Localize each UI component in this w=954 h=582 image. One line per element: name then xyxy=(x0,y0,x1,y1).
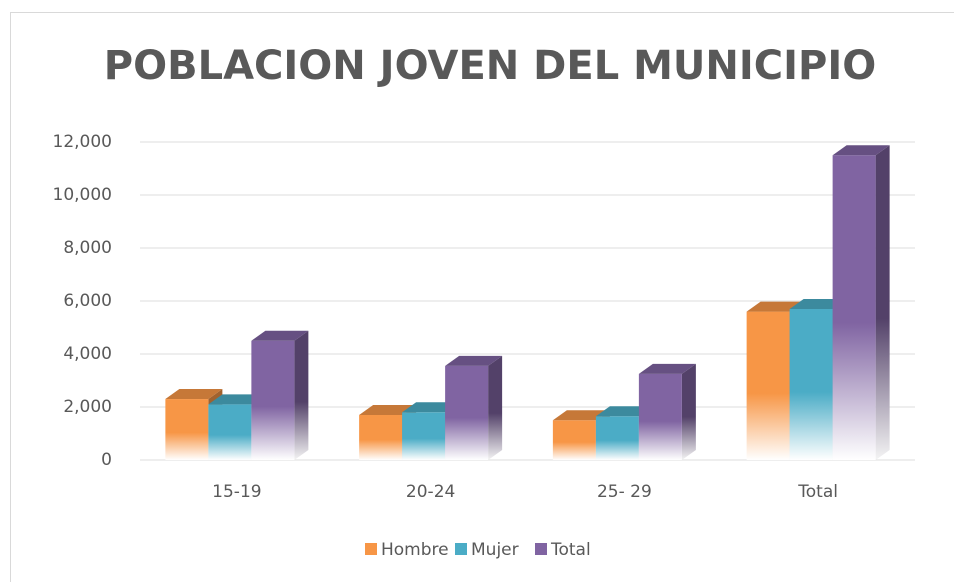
legend-swatch xyxy=(535,543,547,555)
bar-top xyxy=(746,301,804,312)
x-tick-label: 15-19 xyxy=(212,482,261,502)
legend-label: Total xyxy=(550,540,591,560)
bar xyxy=(359,414,403,460)
bar xyxy=(208,404,252,460)
chart-title: POBLACION JOVEN DEL MUNICIPIO xyxy=(104,43,876,89)
bar xyxy=(638,373,682,460)
bar xyxy=(595,416,639,460)
bar-top xyxy=(208,394,266,405)
bar xyxy=(789,308,833,460)
bar-side xyxy=(294,330,309,460)
bar-top xyxy=(789,298,847,309)
bar xyxy=(552,420,596,460)
y-tick-label: 10,000 xyxy=(53,185,112,205)
bar xyxy=(402,412,446,460)
bar xyxy=(251,340,295,460)
bar-top xyxy=(445,355,503,366)
bar-top xyxy=(638,363,696,374)
bar-side xyxy=(488,355,503,460)
chart-frame xyxy=(10,12,954,582)
bar-top xyxy=(552,410,610,421)
bar-side xyxy=(681,363,696,460)
x-tick-label: Total xyxy=(797,482,838,502)
y-tick-label: 0 xyxy=(101,450,112,470)
bar-top xyxy=(165,389,223,400)
bar-top xyxy=(832,145,890,156)
bar-top xyxy=(402,402,460,413)
bar-side xyxy=(875,145,890,460)
x-tick-label: 20-24 xyxy=(406,482,455,502)
y-tick-label: 2,000 xyxy=(63,397,112,417)
bar-top xyxy=(359,404,417,415)
legend-label: Hombre xyxy=(381,540,449,560)
bar xyxy=(832,155,876,460)
bar-top xyxy=(251,330,309,341)
legend-swatch xyxy=(455,543,467,555)
y-tick-label: 12,000 xyxy=(53,132,112,152)
y-tick-label: 4,000 xyxy=(63,344,112,364)
legend-label: Mujer xyxy=(471,540,519,560)
x-tick-label: 25- 29 xyxy=(597,482,652,502)
bar xyxy=(165,399,209,460)
legend-swatch xyxy=(365,543,377,555)
y-tick-label: 8,000 xyxy=(63,238,112,258)
bar xyxy=(746,311,790,460)
y-tick-label: 6,000 xyxy=(63,291,112,311)
bar-top xyxy=(595,406,653,417)
bar xyxy=(445,365,489,460)
